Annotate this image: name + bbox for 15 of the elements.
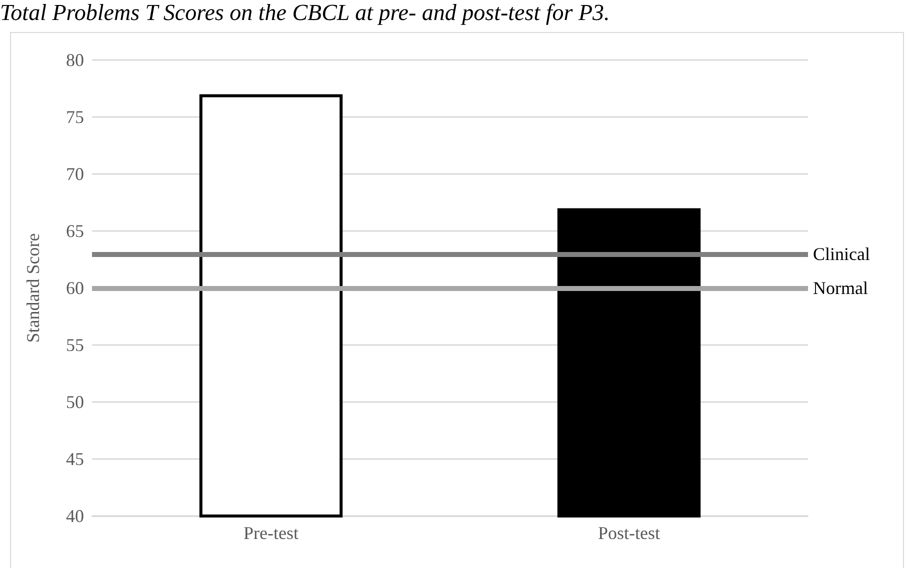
y-tick-label: 70 <box>66 164 84 184</box>
ref-line-label: Clinical <box>813 244 870 264</box>
chart-title: Total Problems T Scores on the CBCL at pre- and post-test for P3. <box>0 0 611 26</box>
y-tick-label: 55 <box>66 335 84 355</box>
y-tick-label: 50 <box>66 392 84 412</box>
y-tick-label: 40 <box>66 506 84 526</box>
ref-line-label: Normal <box>813 278 868 298</box>
y-axis-title: Standard Score <box>23 233 43 343</box>
y-tick-label: 45 <box>66 449 84 469</box>
y-tick-label: 60 <box>66 278 84 298</box>
y-tick-label: 75 <box>66 107 84 127</box>
x-tick-label: Pre-test <box>244 523 298 543</box>
y-tick-label: 65 <box>66 221 84 241</box>
y-tick-label: 80 <box>66 50 84 70</box>
x-tick-label: Post-test <box>598 523 660 543</box>
